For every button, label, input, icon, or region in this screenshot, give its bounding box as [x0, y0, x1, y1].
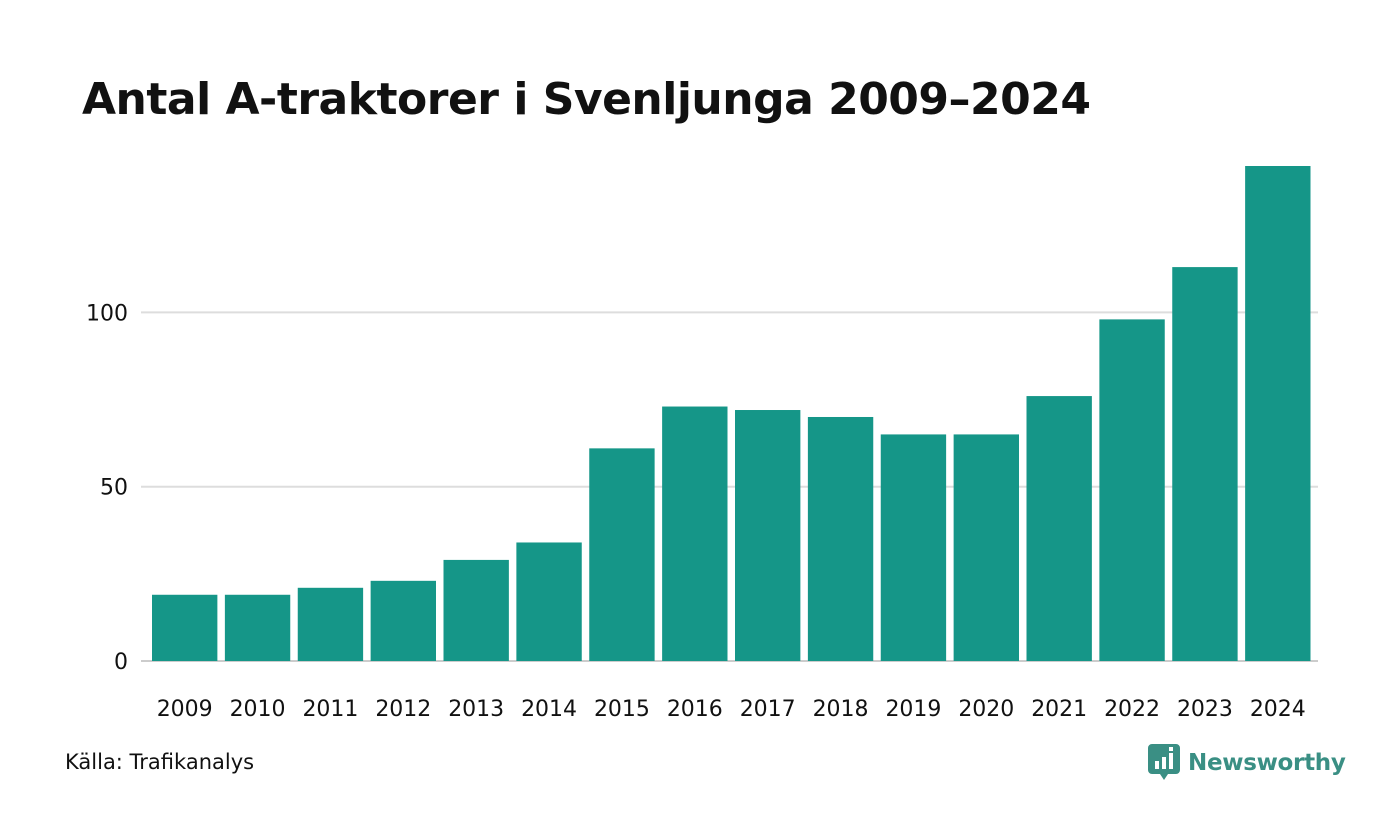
x-tick-label: 2010 — [230, 697, 286, 722]
x-tick-label: 2024 — [1250, 697, 1306, 722]
x-tick-label: 2018 — [813, 697, 869, 722]
bar-2013 — [443, 559, 509, 661]
x-tick-label: 2019 — [885, 697, 941, 722]
y-tick-label: 0 — [114, 650, 128, 675]
bar-2019 — [880, 434, 947, 661]
x-tick-label: 2021 — [1031, 697, 1087, 722]
bars — [152, 166, 1311, 661]
brand-logo: Newsworthy — [1148, 744, 1346, 782]
y-axis-ticks: 0 50 100 — [86, 301, 128, 675]
bar-2012 — [370, 580, 436, 661]
y-tick-label: 50 — [100, 476, 128, 501]
bar-2011 — [297, 587, 364, 661]
chart-title: Antal A-traktorer i Svenljunga 2009–2024 — [82, 74, 1091, 125]
bar-2022 — [1099, 319, 1165, 661]
x-tick-label: 2011 — [302, 697, 358, 722]
bar-2017 — [735, 410, 801, 661]
x-tick-label: 2023 — [1177, 697, 1233, 722]
x-tick-label: 2022 — [1104, 697, 1160, 722]
x-tick-label: 2013 — [448, 697, 504, 722]
x-tick-label: 2012 — [375, 697, 431, 722]
x-tick-label: 2017 — [740, 697, 796, 722]
bar-2020 — [953, 434, 1019, 661]
bar-2023 — [1172, 267, 1238, 661]
bar-2010 — [224, 594, 291, 661]
bar-2021 — [1026, 396, 1092, 661]
y-tick-label: 100 — [86, 301, 128, 326]
bar-2015 — [589, 448, 655, 661]
x-tick-label: 2015 — [594, 697, 650, 722]
bar-2024 — [1245, 166, 1311, 661]
bar-2016 — [662, 406, 728, 661]
bar-2009 — [152, 594, 218, 661]
source-note: Källa: Trafikanalys — [65, 750, 255, 774]
newsworthy-logo-icon — [1148, 744, 1180, 780]
x-tick-label: 2009 — [157, 697, 213, 722]
x-tick-label: 2016 — [667, 697, 723, 722]
x-axis-ticks: 2009 2010 2011 2012 2013 2014 2015 2016 2017 2018… — [157, 697, 1306, 722]
x-tick-label: 2020 — [958, 697, 1014, 722]
x-tick-label: 2014 — [521, 697, 577, 722]
bar-2014 — [516, 542, 582, 661]
bar-2018 — [807, 416, 874, 661]
brand-name: Newsworthy — [1188, 750, 1346, 776]
